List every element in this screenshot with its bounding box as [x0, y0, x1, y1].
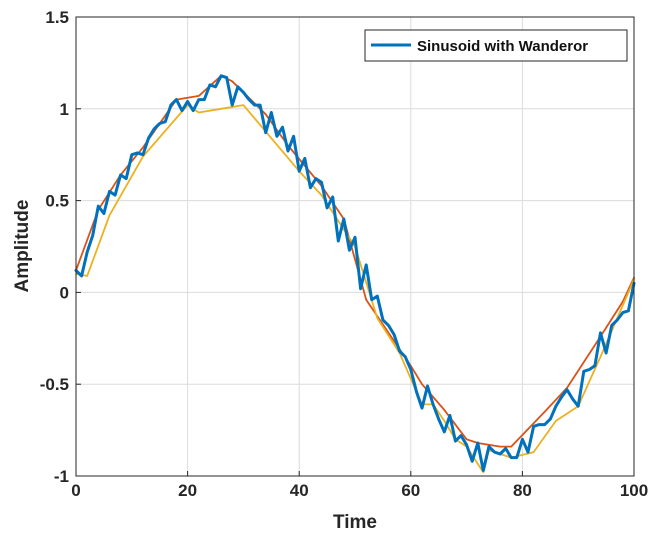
- y-tick-label-0: -1: [54, 467, 69, 486]
- y-tick-label-4: 1: [60, 100, 69, 119]
- x-tick-label-4: 80: [513, 481, 532, 500]
- legend-label-sinusoid: Sinusoid with Wanderor: [417, 38, 588, 55]
- y-axis: -1 -0.5 0 0.5 1 1.5: [40, 8, 81, 486]
- x-axis-title: Time: [333, 512, 377, 533]
- series-layer: [74, 74, 636, 474]
- x-tick-label-1: 20: [178, 481, 197, 500]
- x-tick-label-3: 60: [401, 481, 420, 500]
- x-tick-label-0: 0: [71, 481, 80, 500]
- y-tick-label-2: 0: [60, 283, 69, 302]
- x-tick-label-5: 100: [620, 481, 648, 500]
- y-tick-label-3: 0.5: [45, 192, 69, 211]
- axes-box: [75, 16, 635, 477]
- y-tick-label-5: 1.5: [45, 8, 69, 27]
- y-tick-label-1: -0.5: [40, 375, 69, 394]
- x-tick-label-2: 40: [290, 481, 309, 500]
- series-line-1: [74, 74, 636, 472]
- x-axis: 0 20 40 60 80 100: [71, 471, 648, 500]
- y-axis-title: Amplitude: [12, 200, 33, 293]
- legend: Sinusoid with Wanderor: [364, 29, 628, 62]
